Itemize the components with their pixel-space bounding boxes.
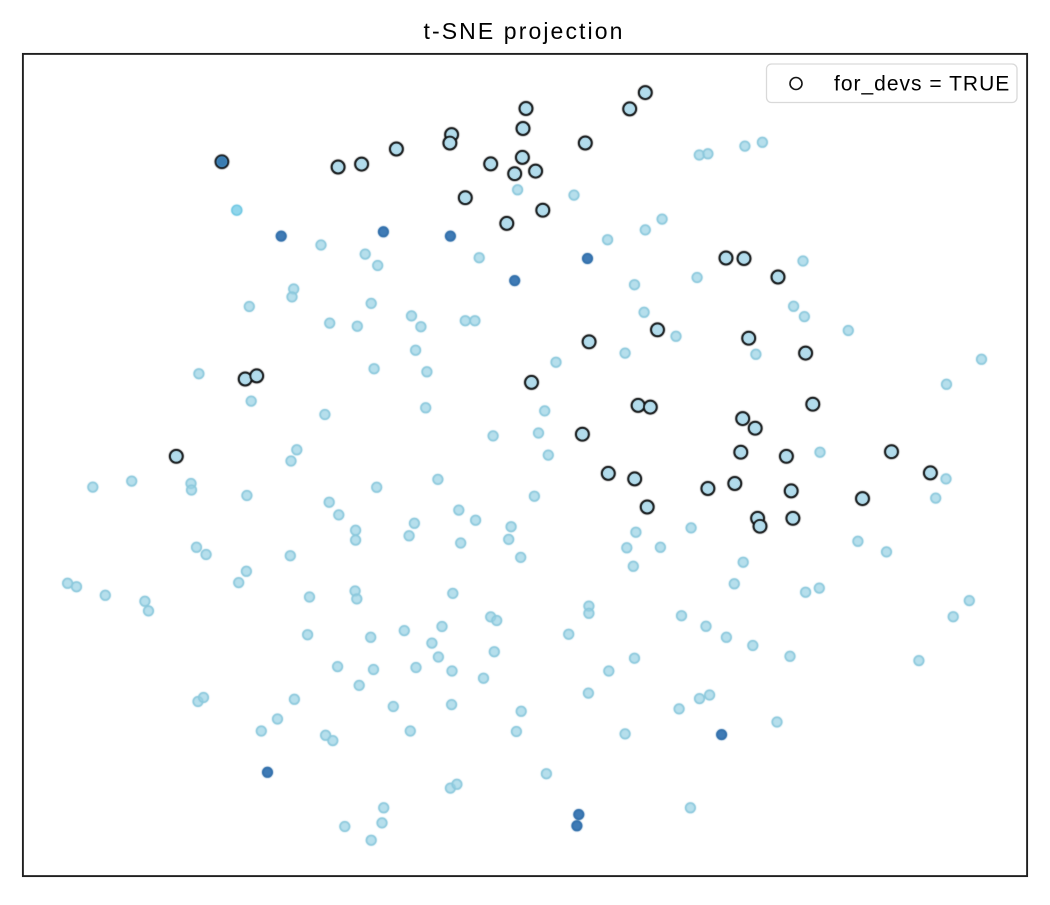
svg-text:t-SNE projection: t-SNE projection [423,18,624,44]
svg-text:for_devs = TRUE: for_devs = TRUE [834,73,1010,96]
